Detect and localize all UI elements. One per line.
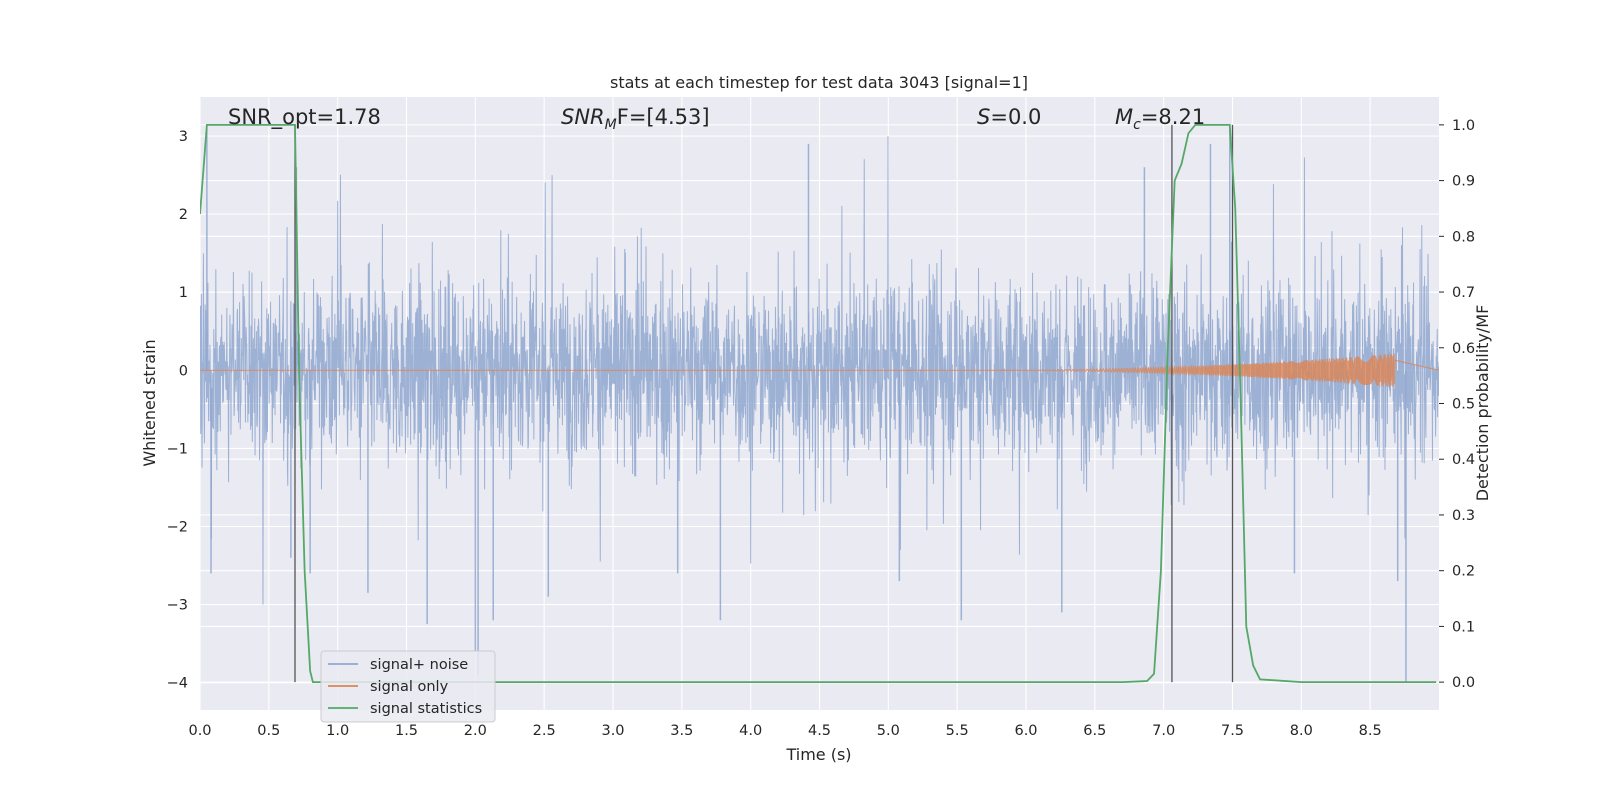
y-tick-label: 0 <box>179 363 188 379</box>
x-tick-label: 0.0 <box>188 723 211 739</box>
y-right-tick-label: 0.6 <box>1452 341 1475 357</box>
y-right-tick-label: 0.8 <box>1452 229 1475 245</box>
y-right-tick-label: 0.9 <box>1452 174 1475 190</box>
y-axis-ticks: −4 −3 −2 −1 0 1 2 3 <box>167 129 188 692</box>
annotation-s-symbol: S <box>977 105 990 129</box>
annotation-mc: Mc=8.21 <box>1115 105 1205 133</box>
x-tick-label: 6.0 <box>1014 723 1037 739</box>
y-right-axis-ticks: 0.0 0.1 0.2 0.3 0.4 0.5 0.6 0.7 0.8 0.9 1.0 <box>1439 118 1475 691</box>
x-tick-label: 5.0 <box>877 723 900 739</box>
legend-label-signal-only: signal only <box>370 679 449 695</box>
y-right-tick-label: 0.5 <box>1452 397 1475 413</box>
y-tick-label: −1 <box>167 441 188 457</box>
x-tick-label: 5.5 <box>946 723 969 739</box>
y-right-tick-label: 0.2 <box>1452 564 1475 580</box>
chart-title: stats at each timestep for test data 304… <box>610 73 1028 92</box>
x-tick-label: 0.5 <box>257 723 280 739</box>
annotation-snr-mf-subscript: M <box>605 117 617 133</box>
x-axis-ticks: 0.0 0.5 1.0 1.5 2.0 2.5 3.0 3.5 4.0 4.5 5.0 5.5 6.0 6… <box>188 723 1381 739</box>
y-tick-label: 1 <box>179 285 188 301</box>
y-right-tick-label: 0.1 <box>1452 619 1475 635</box>
y-right-tick-label: 0.0 <box>1452 675 1475 691</box>
x-tick-label: 8.0 <box>1290 723 1313 739</box>
x-tick-label: 8.5 <box>1359 723 1382 739</box>
annotation-mc-subscript: c <box>1133 117 1141 133</box>
annotation-snr-mf: SNRMF=[4.53] <box>561 105 710 133</box>
legend: signal+ noise signal only signal statist… <box>320 650 496 723</box>
x-tick-label: 2.5 <box>533 723 556 739</box>
y-right-tick-label: 0.4 <box>1452 452 1475 468</box>
x-tick-label: 3.5 <box>670 723 693 739</box>
x-tick-label: 1.5 <box>395 723 418 739</box>
y-right-tick-label: 0.7 <box>1452 285 1475 301</box>
x-tick-label: 2.0 <box>464 723 487 739</box>
y-right-axis-label: Detection probability/MF <box>1473 305 1492 502</box>
series-signal-plus-noise-spikes <box>206 128 1407 683</box>
series-signal-statistics <box>200 123 1437 684</box>
x-tick-label: 4.0 <box>739 723 762 739</box>
annotation-s-value: =0.0 <box>990 105 1041 129</box>
x-tick-label: 3.0 <box>601 723 624 739</box>
y-right-tick-label: 0.3 <box>1452 508 1475 524</box>
x-tick-label: 4.5 <box>808 723 831 739</box>
plot-layer <box>200 123 1439 684</box>
annotation-s: S=0.0 <box>977 105 1041 129</box>
x-tick-label: 7.0 <box>1152 723 1175 739</box>
x-tick-label: 1.0 <box>326 723 349 739</box>
x-tick-label: 7.5 <box>1221 723 1244 739</box>
legend-label-signal-statistics: signal statistics <box>370 701 482 717</box>
y-tick-label: −4 <box>167 676 188 692</box>
legend-box <box>320 650 496 723</box>
annotation-snr-mf-value: F=[4.53] <box>617 105 710 129</box>
annotation-snr-mf-symbol: SNR <box>561 105 605 129</box>
y-tick-label: 2 <box>179 207 188 223</box>
y-tick-label: −2 <box>167 519 188 535</box>
annotation-mc-symbol: M <box>1115 105 1133 129</box>
y-tick-label: −3 <box>167 598 188 614</box>
y-axis-label: Whitened strain <box>140 339 159 466</box>
legend-label-signal-plus-noise: signal+ noise <box>370 657 468 673</box>
annotation-mc-value: =8.21 <box>1141 105 1205 129</box>
annotation-snr-opt: SNR_opt=1.78 <box>228 105 381 130</box>
y-right-tick-label: 1.0 <box>1452 118 1475 134</box>
vertical-markers <box>294 124 1234 683</box>
y-tick-label: 3 <box>179 129 188 145</box>
x-tick-label: 6.5 <box>1083 723 1106 739</box>
series-signal-only <box>200 353 1439 387</box>
x-axis-label: Time (s) <box>785 745 851 764</box>
